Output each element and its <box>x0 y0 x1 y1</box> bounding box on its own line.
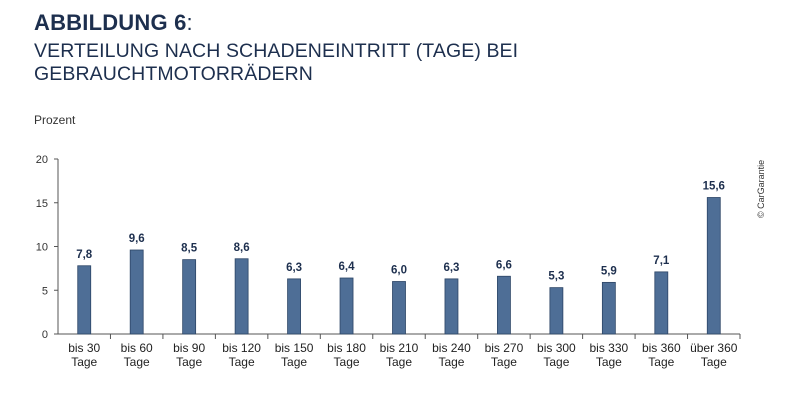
x-tick-label: bis 120 <box>222 341 261 355</box>
data-label: 6,4 <box>339 261 356 273</box>
heading-colon: : <box>186 10 193 35</box>
x-tick-label: bis 330 <box>589 341 628 355</box>
data-label: 9,6 <box>129 233 145 245</box>
title-block: ABBILDUNG 6: VERTEILUNG NACH SCHADENEINT… <box>34 10 800 86</box>
x-tick-label: über 360 <box>690 341 738 355</box>
x-tick-label-unit: Tage <box>176 355 202 369</box>
bar <box>549 287 564 335</box>
bar <box>287 278 301 335</box>
bar <box>77 265 92 335</box>
x-tick-label: bis 150 <box>275 341 314 355</box>
x-tick-label-unit: Tage <box>438 355 464 369</box>
data-label: 6,3 <box>286 262 302 274</box>
x-tick-label-unit: Tage <box>596 355 622 369</box>
x-tick-label: bis 270 <box>485 341 524 355</box>
bar <box>339 277 354 335</box>
data-label: 6,0 <box>391 265 407 277</box>
bar <box>601 281 616 335</box>
x-tick-label: bis 240 <box>432 341 471 355</box>
data-label: 15,6 <box>703 181 725 193</box>
y-tick-label: 15 <box>36 198 48 210</box>
bar <box>706 197 721 335</box>
bar <box>392 281 406 335</box>
x-tick-label-unit: Tage <box>386 355 412 369</box>
bar <box>182 259 197 335</box>
data-label: 7,8 <box>76 249 93 261</box>
x-tick-label-unit: Tage <box>281 355 307 369</box>
bar <box>444 278 459 335</box>
y-axis-label: Prozent <box>34 113 76 127</box>
x-tick-label: bis 60 <box>121 341 153 355</box>
y-tick-label: 5 <box>42 285 48 297</box>
x-tick-label-unit: Tage <box>124 355 150 369</box>
figure-subtitle: VERTEILUNG NACH SCHADENEINTRITT (TAGE) B… <box>34 40 519 85</box>
bar <box>654 271 669 335</box>
x-tick-label: bis 210 <box>380 341 419 355</box>
y-tick-label: 20 <box>36 154 48 166</box>
x-tick-label-unit: Tage <box>648 355 674 369</box>
x-tick-label: bis 90 <box>173 341 205 355</box>
figure-number: ABBILDUNG 6 <box>34 10 187 35</box>
copyright-note: © CarGarantie <box>756 160 766 218</box>
figure-heading: ABBILDUNG 6: <box>34 10 800 36</box>
x-tick-label: bis 180 <box>327 341 366 355</box>
data-label: 6,3 <box>443 262 459 274</box>
data-label: 5,3 <box>548 271 564 283</box>
x-tick-label-unit: Tage <box>334 355 360 369</box>
x-tick-label: bis 300 <box>537 341 576 355</box>
data-label: 5,9 <box>601 265 617 277</box>
y-tick-label: 0 <box>42 329 48 341</box>
bar <box>129 249 144 335</box>
x-tick-label-unit: Tage <box>71 355 97 369</box>
data-label: 7,1 <box>653 255 670 267</box>
x-tick-label: bis 30 <box>68 341 100 355</box>
x-tick-label-unit: Tage <box>701 355 727 369</box>
x-tick-label-unit: Tage <box>491 355 517 369</box>
bars: 7,8 9,6 8,5 8,6 6,3 6,4 6,0 6,3 6,6 5,3 5,9 7,1 15,6 <box>76 181 725 335</box>
bar <box>234 258 249 335</box>
x-tick-label-unit: Tage <box>229 355 255 369</box>
y-tick-label: 10 <box>36 242 48 254</box>
x-tick-label-unit: Tage <box>543 355 569 369</box>
bar <box>497 275 511 335</box>
x-tick-label: bis 360 <box>642 341 681 355</box>
data-label: 8,6 <box>234 242 250 254</box>
data-label: 8,5 <box>181 243 198 255</box>
data-label: 6,6 <box>496 259 512 271</box>
